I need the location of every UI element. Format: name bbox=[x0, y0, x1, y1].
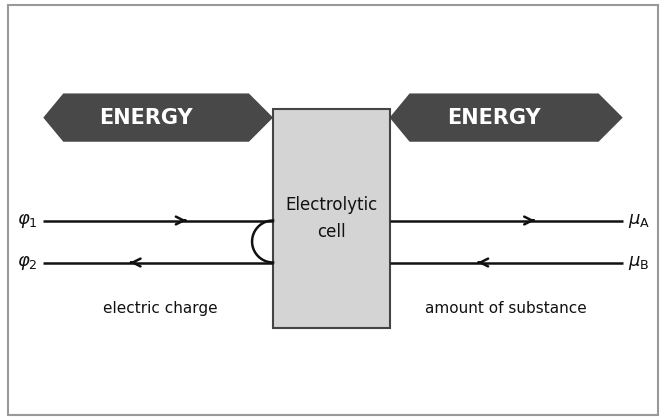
FancyBboxPatch shape bbox=[273, 109, 390, 328]
Text: amount of substance: amount of substance bbox=[426, 301, 587, 316]
Text: $\varphi_2$: $\varphi_2$ bbox=[17, 254, 38, 271]
Text: $\mu_\mathrm{A}$: $\mu_\mathrm{A}$ bbox=[628, 212, 650, 229]
Text: ENERGY: ENERGY bbox=[99, 108, 193, 128]
Text: Electrolytic
cell: Electrolytic cell bbox=[285, 196, 378, 241]
Polygon shape bbox=[390, 93, 623, 142]
Text: electric charge: electric charge bbox=[103, 301, 217, 316]
Text: ENERGY: ENERGY bbox=[448, 108, 541, 128]
Text: $\mu_\mathrm{B}$: $\mu_\mathrm{B}$ bbox=[628, 254, 649, 271]
Polygon shape bbox=[43, 93, 273, 142]
Text: $\varphi_1$: $\varphi_1$ bbox=[17, 212, 38, 229]
